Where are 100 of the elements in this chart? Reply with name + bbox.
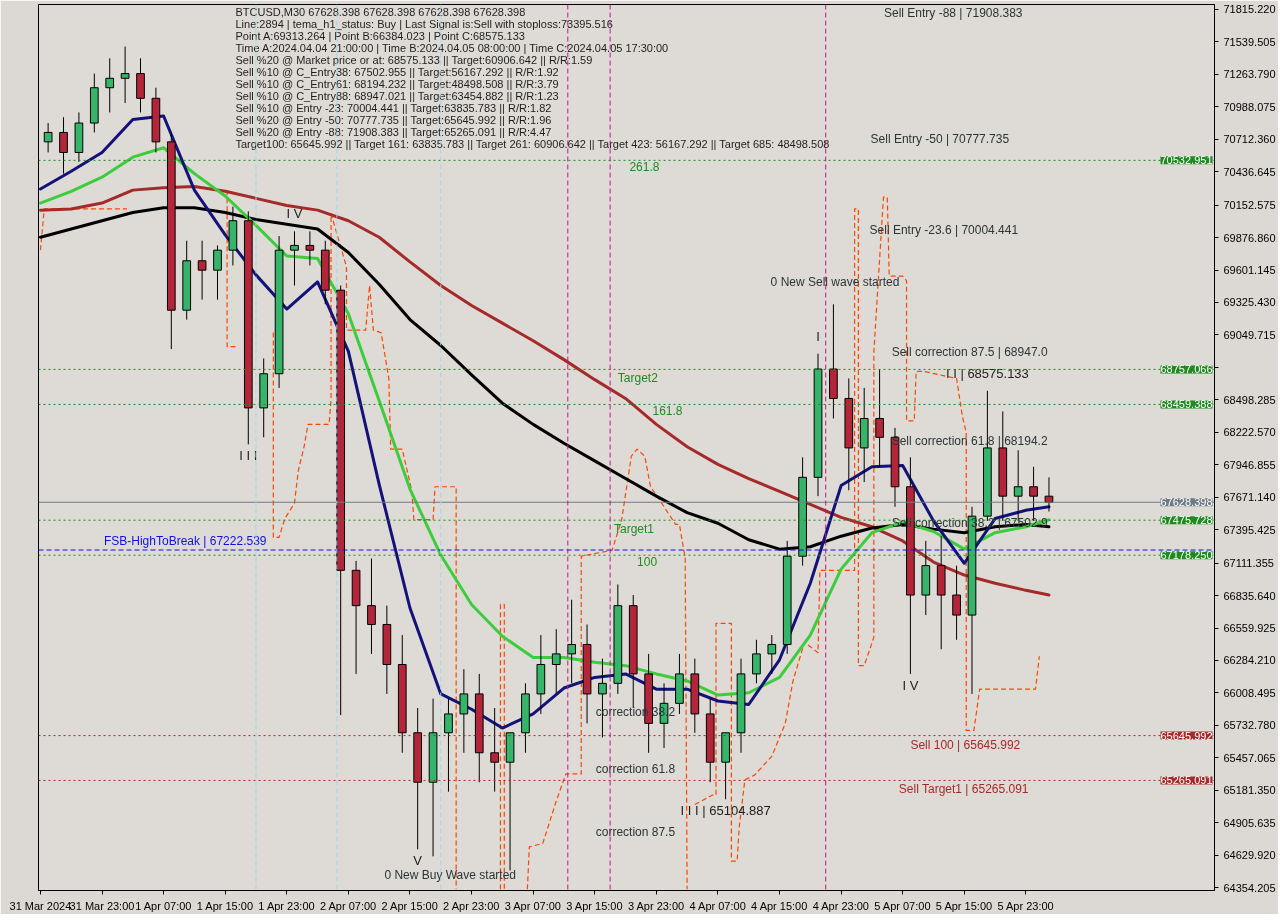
x-tick-label: 4 Apr 23:00 (812, 899, 869, 912)
x-tick-label: 3 Apr 23:00 (627, 899, 685, 912)
y-tick-label: 70712.360 (1223, 133, 1276, 146)
annotation: Sell %20 @ Entry -50: 70777.735 || Target:65645.992 || R/R:1.96 (235, 114, 552, 127)
annotation: BTCUSD,M30 67628.398 67628.398 67628.398 67628.398 (235, 6, 526, 19)
candlestick (305, 230, 315, 266)
ref-line-label: 67178.250 (1160, 549, 1213, 562)
y-tick-label: 70152.575 (1223, 199, 1276, 212)
y-tick-label: 69876.860 (1223, 231, 1276, 244)
annotation: Sell %20 @ Entry -88: 71908.383 || Target:65265.091 || R/R:4.47 (235, 126, 552, 139)
y-tick-label: 64905.635 (1223, 816, 1276, 829)
x-tick-label: 1 Apr 23:00 (258, 899, 315, 912)
annotation: 100 (637, 555, 658, 570)
candlestick (367, 558, 376, 655)
annotation: I I | 68575.133 (945, 365, 1029, 381)
y-tick-label: 71539.505 (1223, 35, 1276, 48)
annotation: Target100: 65645.992 || Target 161: 63835.783 || Target 261: 60906.642 || Target 423: 56167.292 || Target 685: 48498.508 (235, 138, 830, 151)
annotation: Sell correction 87.5 | 68947.0 (891, 345, 1048, 360)
ref-line-label: 67475.728 (1160, 514, 1213, 527)
line-series (526, 448, 688, 890)
y-tick-label: 64629.920 (1223, 849, 1276, 862)
y-tick-label: 65181.350 (1223, 784, 1276, 797)
candlestick (567, 599, 576, 684)
x-tick-label: 3 Apr 15:00 (566, 899, 623, 912)
line-series (38, 185, 1051, 597)
y-tick-label: 67111.355 (1223, 557, 1274, 570)
x-tick-label: 5 Apr 07:00 (874, 899, 931, 912)
y-tick-label: 71815.220 (1223, 3, 1276, 16)
annotation: Sell %10 @ Entry -23: 70004.441 || Target:63835.783 || R/R:1.82 (235, 102, 552, 115)
annotation: I V (902, 677, 919, 693)
annotation: Sell Entry -88 | 71908.383 (883, 6, 1023, 21)
annotation: 261.8 (629, 160, 660, 175)
candlestick (197, 240, 207, 301)
x-tick-label: 2 Apr 15:00 (381, 899, 438, 912)
x-tick-label: 2 Apr 23:00 (443, 899, 500, 912)
x-tick-label: 1 Apr 07:00 (135, 899, 192, 912)
x-tick-label: 5 Apr 23:00 (997, 899, 1054, 912)
annotation: Sell %10 @ C_Entry61: 68194.232 || Target:48498.508 || R/R:3.79 (235, 78, 559, 91)
annotation: Line:2894 | tema_h1_status: Buy | Last Signal is:Sell with stoploss:73395.516 (235, 18, 613, 31)
y-tick-label: 69049.715 (1223, 328, 1276, 341)
x-tick-label: 5 Apr 15:00 (935, 899, 993, 912)
y-tick-label: 67671.140 (1223, 491, 1276, 504)
ref-line-label: 65265.091 (1160, 774, 1213, 787)
ref-line-label: 65645.992 (1160, 729, 1213, 742)
y-tick-label: 68498.285 (1223, 393, 1276, 406)
y-tick-label: 66284.210 (1223, 654, 1276, 667)
y-tick-label: 67395.425 (1223, 523, 1276, 536)
candlestick (767, 634, 777, 675)
annotation: Target2 (617, 371, 659, 386)
annotation: Sell %20 @ Market price or at: 68575.133 || Target:60906.642 || R/R:1.59 (235, 54, 593, 67)
annotation: Sell 100 | 65645.992 (910, 737, 1021, 752)
annotation: Time A:2024.04.04 21:00:00 | Time B:2024.04.05 08:00:00 | Time C:2024.04.05 17:30:00 (235, 42, 669, 55)
annotation: 0 New Buy Wave started (384, 867, 516, 882)
ref-line-label: 68459.388 (1160, 398, 1213, 411)
x-tick-label: 4 Apr 07:00 (689, 899, 746, 912)
candlestick (59, 116, 68, 175)
candlestick (105, 57, 115, 113)
annotation: Point A:69313.264 | Point B:66384.023 | Point C:68575.133 (235, 30, 525, 43)
x-tick-label: 31 Mar 23:00 (69, 899, 135, 912)
candlestick (490, 707, 500, 793)
annotation: Sell Entry -23.6 | 70004.441 (869, 222, 1019, 237)
y-tick-label: 68222.570 (1223, 426, 1276, 439)
y-tick-label: 66559.925 (1223, 622, 1276, 635)
annotation: I (816, 328, 820, 344)
y-tick-label: 69601.145 (1223, 264, 1276, 277)
ref-line-label: 67628.398 (1160, 496, 1213, 509)
annotation: correction 61.8 (595, 762, 676, 777)
annotation: FSB-HighToBreak | 67222.539 (103, 534, 267, 549)
annotation: I I I (239, 448, 258, 464)
ref-line-label: 68757.066 (1160, 363, 1213, 376)
candlestick (290, 230, 299, 286)
x-tick-label: 4 Apr 15:00 (751, 899, 808, 912)
annotation: I V (286, 206, 303, 222)
annotation: V (413, 853, 423, 869)
ref-line-label: 70532.951 (1160, 154, 1213, 167)
x-tick-label: 3 Apr 07:00 (504, 899, 561, 912)
y-tick-label: 71263.790 (1223, 68, 1276, 81)
candlestick (444, 698, 453, 793)
annotation: Sell Target1 | 65265.091 (898, 782, 1029, 797)
annotation: Target1 (613, 522, 655, 537)
y-tick-label: 66008.495 (1223, 686, 1276, 699)
candlestick (213, 244, 222, 301)
y-tick-label: 64354.205 (1223, 881, 1276, 894)
candlestick (459, 668, 469, 754)
annotation: Sell Entry -50 | 70777.735 (870, 132, 1010, 147)
candlestick (875, 368, 884, 468)
annotation: Sell %10 @ C_Entry38: 67502.955 || Target:56167.292 || R/R:1.92 (235, 66, 559, 79)
candlestick (43, 122, 53, 153)
y-tick-label: 67946.855 (1223, 458, 1276, 471)
candlestick (952, 565, 961, 641)
y-tick-label: 70988.075 (1223, 100, 1276, 113)
annotation: correction 87.5 (595, 825, 676, 840)
y-tick-label: 65457.065 (1223, 751, 1276, 764)
x-tick-label: 2 Apr 07:00 (319, 899, 377, 912)
y-tick-label: 66835.640 (1223, 589, 1276, 602)
x-tick-label: 31 Mar 2024 (9, 899, 72, 912)
candlestick (752, 639, 761, 684)
annotation: 161.8 (652, 404, 683, 419)
candlestick (120, 46, 130, 104)
annotation: Sell %10 @ C_Entry88: 68947.021 || Target:63454.882 || R/R:1.23 (235, 90, 559, 103)
